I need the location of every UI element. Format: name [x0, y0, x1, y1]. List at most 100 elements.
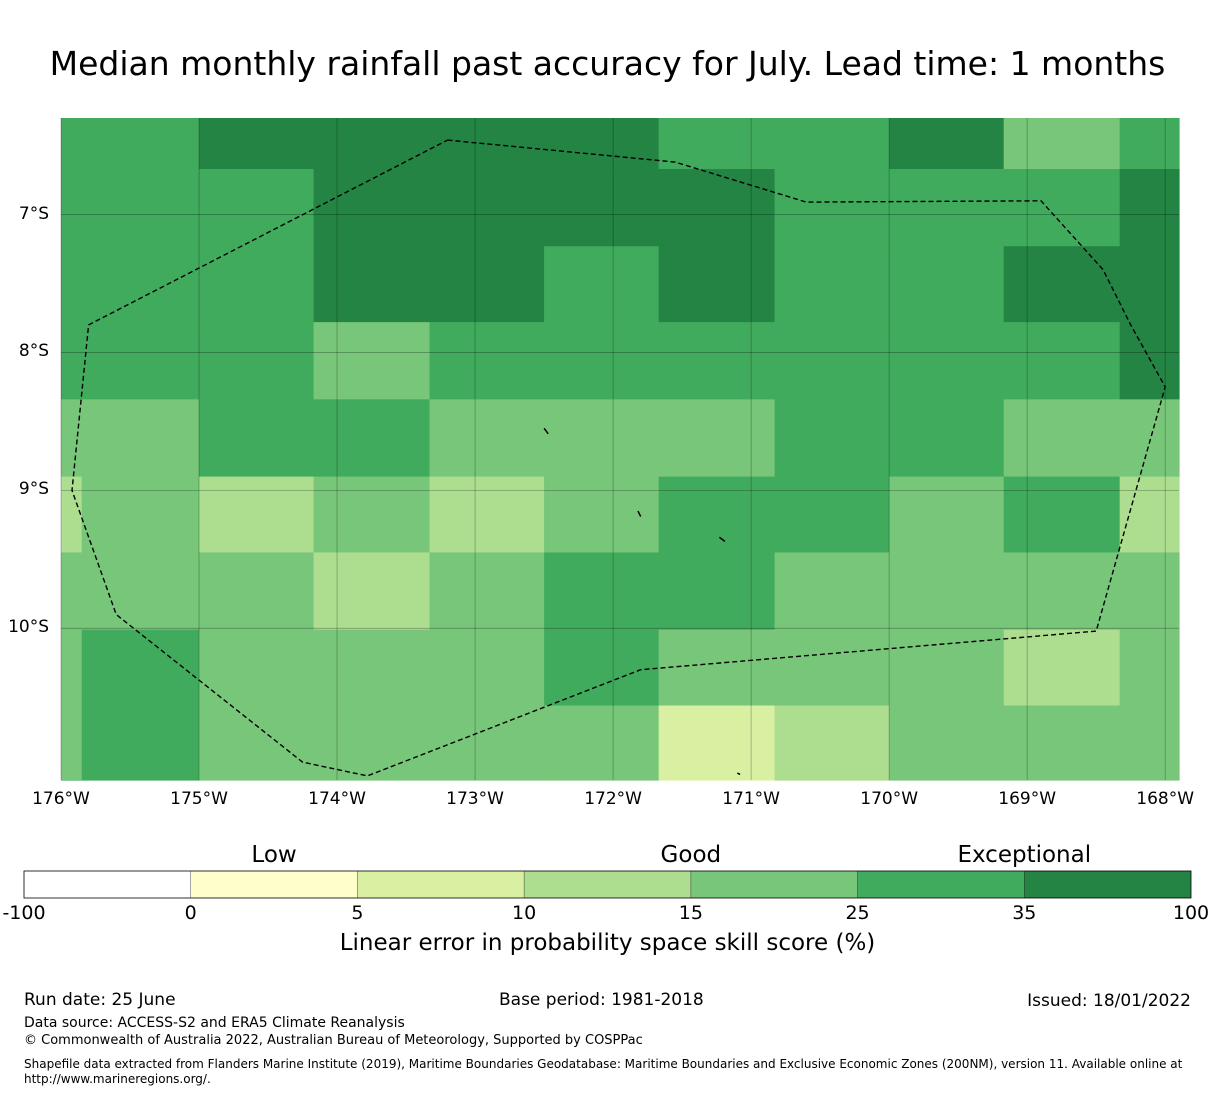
base-period: Base period: 1981-2018 [499, 990, 704, 1010]
skill-cell [313, 476, 431, 554]
skill-cell [774, 246, 890, 323]
skill-cell [658, 169, 776, 247]
skill-cell [1119, 552, 1180, 631]
lon-tick-label: 176°W [32, 789, 90, 809]
skill-cell [199, 169, 315, 247]
skill-cell [199, 399, 315, 478]
skill-cell [429, 552, 545, 631]
colorbar-tick-label: 35 [1012, 902, 1037, 924]
skill-cell [1119, 399, 1180, 478]
lon-tick-label: 169°W [998, 789, 1057, 809]
colorbar-tick-label: 15 [678, 902, 703, 924]
skill-cell [1119, 169, 1180, 247]
skill-cell [313, 118, 431, 170]
skill-cell [429, 476, 545, 554]
skill-cell [544, 169, 660, 247]
colorbar-tick-label: 5 [351, 902, 364, 924]
skill-cell [199, 629, 315, 707]
colorbar-category-label: Low [251, 842, 297, 868]
colorbar-outline [23, 870, 1192, 899]
colorbar-tick-label: 0 [184, 902, 197, 924]
skill-cell [889, 169, 1005, 247]
skill-cell [774, 399, 890, 478]
skill-cell [429, 399, 545, 478]
skill-cell [61, 629, 200, 707]
skill-cell [313, 322, 431, 400]
skill-cell [544, 322, 660, 400]
skill-cell [544, 552, 660, 631]
skill-cell [1119, 476, 1180, 554]
skill-cell [658, 552, 776, 631]
skill-cell [889, 629, 1005, 707]
skill-cell [1003, 705, 1121, 781]
skill-cell [774, 118, 890, 170]
skill-cell [313, 169, 431, 247]
skill-cell [429, 629, 545, 707]
skill-cell [1003, 552, 1121, 631]
shapefile-credit: Shapefile data extracted from Flanders M… [24, 1057, 1183, 1071]
skill-cell [889, 476, 1005, 554]
skill-cell [774, 476, 890, 554]
skill-cell [61, 169, 200, 247]
skill-cell [429, 705, 545, 781]
skill-cell [199, 118, 315, 170]
skill-cell [429, 169, 545, 247]
lon-tick-label: 175°W [170, 789, 228, 809]
skill-cell [889, 322, 1005, 400]
colorbar-tick-label: -100 [2, 902, 46, 924]
skill-cell [1119, 705, 1180, 781]
skill-cell [544, 399, 660, 478]
skill-cell [658, 399, 776, 478]
eez-boundary-line [71, 139, 1166, 777]
skill-cell-edge [61, 476, 82, 553]
skill-cell [61, 246, 200, 323]
skill-cell [61, 476, 200, 554]
colorbar-bin [524, 871, 691, 898]
chart-title: Median monthly rainfall past accuracy fo… [49, 44, 1166, 83]
skill-cell [313, 705, 431, 781]
skill-cell [61, 118, 200, 170]
skill-cell [544, 118, 660, 170]
skill-cell-edge [61, 629, 82, 780]
skill-cell [1119, 246, 1180, 323]
skill-cell [1119, 118, 1180, 170]
skill-cell [774, 552, 890, 631]
colorbar-bin [1024, 871, 1191, 898]
lon-tick-label: 170°W [860, 789, 919, 809]
islands [543, 427, 741, 776]
skill-cell [199, 322, 315, 400]
skill-cell [1003, 476, 1121, 554]
skill-cell [1003, 322, 1121, 400]
skill-cell [1003, 246, 1121, 323]
skill-cell [774, 322, 890, 400]
colorbar-label: Linear error in probability space skill … [339, 930, 876, 956]
skill-cell [429, 322, 545, 400]
skill-cell [774, 629, 890, 707]
colorbar-tick-label: 25 [845, 902, 870, 924]
lon-tick-label: 168°W [1136, 789, 1195, 809]
colorbar-bin [857, 871, 1025, 898]
copyright: © Commonwealth of Australia 2022, Austra… [24, 1033, 643, 1048]
island-outline [543, 427, 549, 435]
skill-cell [658, 246, 776, 323]
skill-cell [199, 246, 315, 323]
island-outline [736, 772, 741, 776]
skill-cell [1003, 169, 1121, 247]
skill-cell [313, 629, 431, 707]
skill-cell [1119, 629, 1180, 707]
skill-cell [199, 705, 315, 781]
shapefile-url: http://www.marineregions.org/. [24, 1072, 211, 1086]
skill-cell [544, 705, 660, 781]
colorbar [23, 870, 1192, 899]
skill-grid-cells [61, 118, 1180, 781]
lat-tick-label: 9°S [18, 479, 49, 500]
skill-cell [889, 399, 1005, 478]
island-outline [637, 510, 642, 517]
skill-cell [1003, 399, 1121, 478]
skill-cell [1003, 118, 1121, 170]
skill-cell [658, 118, 776, 170]
skill-cell [313, 552, 431, 631]
skill-cell [658, 476, 776, 554]
skill-cell [1003, 629, 1121, 707]
